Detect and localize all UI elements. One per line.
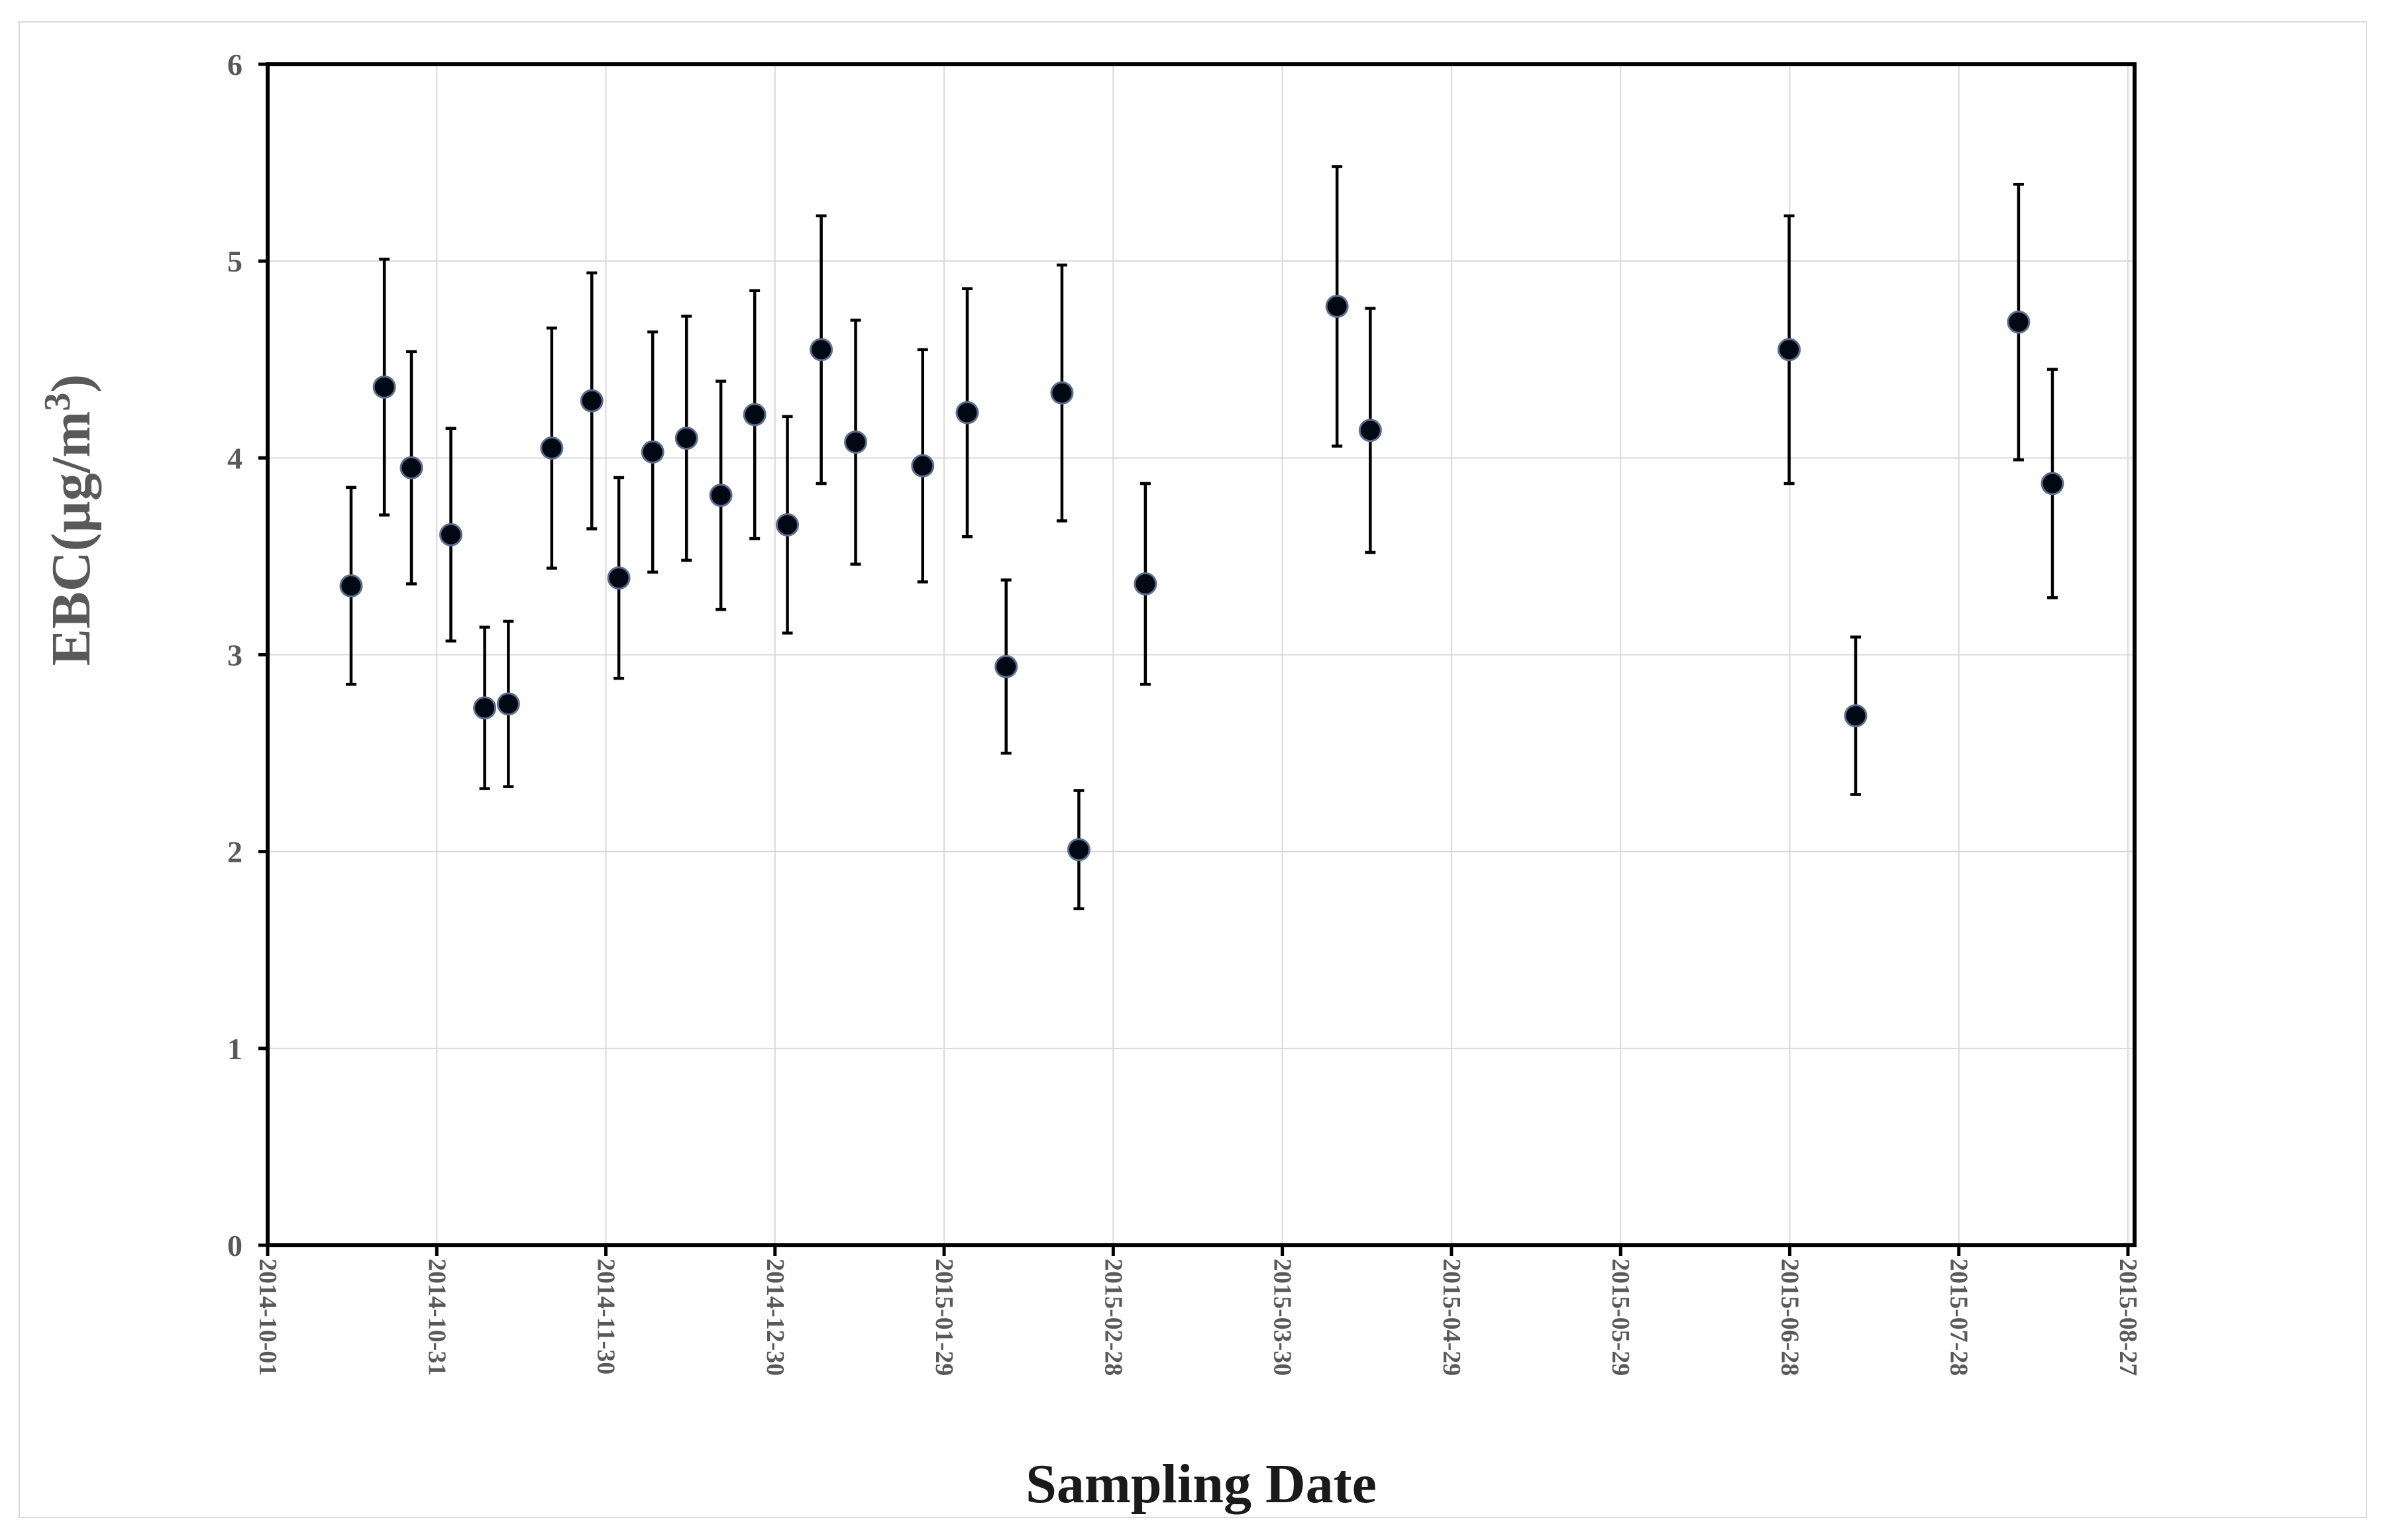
- data-point-group: [911, 348, 935, 584]
- data-point-group: [955, 287, 979, 539]
- y-tick-label: 0: [227, 1229, 242, 1262]
- data-point-group: [843, 319, 867, 566]
- data-point-marker: [1358, 419, 1382, 442]
- data-point-group: [674, 315, 698, 562]
- tick-layer: 0 1 2 3 4 5 6 2014-10-01 2014-10-31 2014-11-30 201…: [227, 48, 2142, 1376]
- data-point-group: [607, 476, 631, 680]
- data-point-marker: [955, 401, 979, 425]
- x-tick-label: 2015-03-30: [1269, 1258, 1297, 1376]
- data-point-group: [776, 415, 800, 635]
- y-tick-label: 4: [227, 441, 242, 475]
- y-tick-label: 1: [227, 1032, 242, 1066]
- y-tick-label: 2: [227, 835, 242, 869]
- data-layer: [339, 165, 2064, 911]
- x-tick-label: 2014-12-30: [761, 1258, 789, 1376]
- data-point-marker: [439, 523, 463, 546]
- data-point-marker: [372, 375, 396, 399]
- y-tick-label: 6: [227, 48, 242, 81]
- data-point-marker: [399, 456, 423, 480]
- x-tick-label: 2015-05-29: [1607, 1258, 1634, 1376]
- data-point-marker: [2007, 310, 2031, 334]
- data-point-marker: [1050, 381, 1074, 405]
- data-point-group: [496, 619, 520, 788]
- data-point-marker: [1134, 572, 1157, 596]
- data-point-group: [2040, 368, 2064, 599]
- x-tick-label: 2015-02-28: [1099, 1258, 1127, 1376]
- data-point-group: [1777, 214, 1801, 486]
- data-point-group: [473, 625, 497, 790]
- data-point-marker: [641, 440, 664, 464]
- data-point-group: [339, 486, 363, 686]
- data-point-group: [1050, 263, 1074, 523]
- data-point-marker: [339, 574, 363, 597]
- data-point-marker: [540, 436, 564, 460]
- data-point-group: [641, 330, 664, 574]
- data-point-group: [1134, 482, 1157, 686]
- data-point-group: [580, 271, 604, 531]
- data-point-marker: [496, 692, 520, 716]
- x-axis-title: Sampling Date: [1026, 1453, 1377, 1515]
- data-point-group: [399, 350, 423, 586]
- data-point-group: [994, 578, 1018, 755]
- x-tick-label: 2014-11-30: [592, 1258, 620, 1374]
- data-point-marker: [1777, 338, 1801, 362]
- data-point-marker: [1067, 838, 1090, 862]
- data-point-marker: [810, 338, 833, 362]
- data-point-marker: [1325, 295, 1349, 319]
- data-point-marker: [843, 431, 867, 454]
- data-point-marker: [776, 513, 800, 537]
- y-tick-label: 3: [227, 639, 242, 672]
- y-axis-title: EBC(µg/m3): [37, 374, 102, 666]
- data-point-group: [2007, 183, 2031, 462]
- data-point-marker: [911, 454, 935, 478]
- data-point-group: [372, 257, 396, 517]
- data-point-marker: [607, 566, 631, 590]
- chart-frame: [19, 21, 2367, 1518]
- data-point-group: [1844, 635, 1868, 796]
- data-point-marker: [1844, 704, 1868, 728]
- data-point-marker: [743, 403, 767, 427]
- x-tick-label: 2015-08-27: [2114, 1258, 2142, 1376]
- y-axis-title-superscript: 3: [37, 393, 78, 411]
- x-tick-label: 2014-10-01: [254, 1258, 282, 1376]
- y-axis-title-main: EBC(µg/m: [40, 411, 102, 666]
- data-point-group: [540, 326, 564, 570]
- x-tick-label: 2015-07-28: [1945, 1258, 1973, 1376]
- data-point-group: [1067, 789, 1090, 911]
- data-point-group: [810, 214, 833, 486]
- data-point-marker: [580, 389, 604, 413]
- data-point-group: [709, 380, 733, 611]
- x-tick-label: 2015-06-28: [1776, 1258, 1803, 1376]
- data-point-marker: [709, 484, 733, 507]
- x-tick-label: 2015-01-29: [930, 1258, 958, 1376]
- y-tick-label: 5: [227, 244, 242, 278]
- y-axis-title-close: ): [40, 374, 102, 393]
- data-point-marker: [473, 696, 497, 720]
- x-tick-label: 2014-10-31: [423, 1258, 450, 1376]
- data-point-marker: [2040, 472, 2064, 495]
- data-point-group: [743, 289, 767, 540]
- x-tick-label: 2015-04-29: [1438, 1258, 1465, 1376]
- data-point-group: [439, 427, 463, 642]
- data-point-marker: [674, 427, 698, 450]
- data-point-group: [1358, 307, 1382, 554]
- data-point-marker: [994, 654, 1018, 678]
- data-point-group: [1325, 165, 1349, 448]
